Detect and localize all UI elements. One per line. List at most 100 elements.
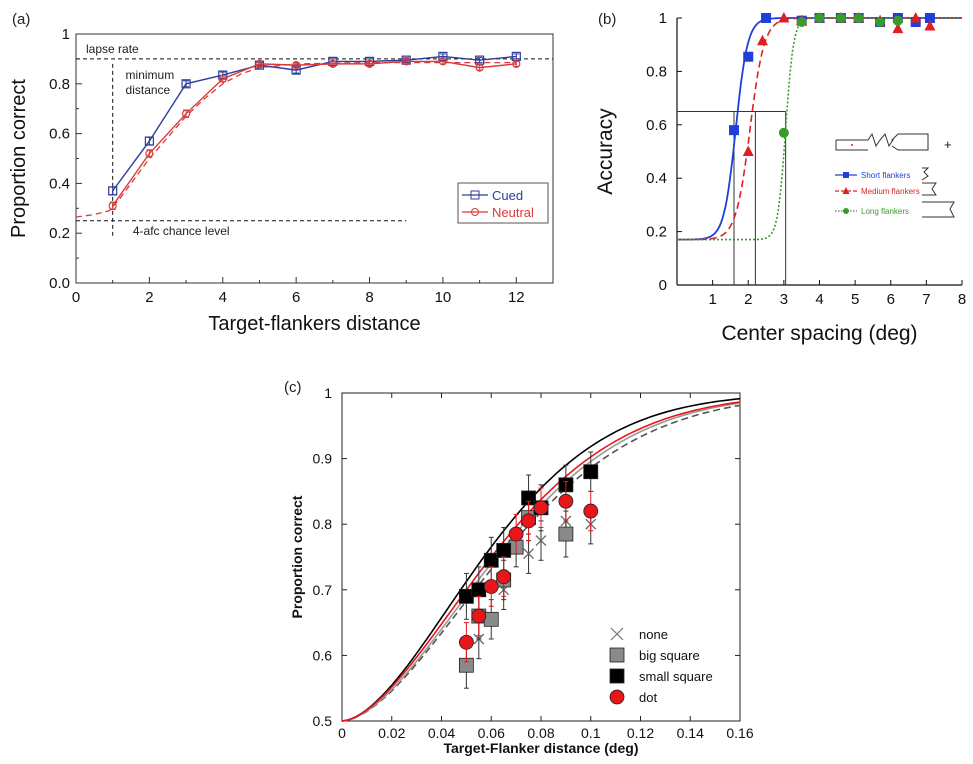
flanker-glyph bbox=[921, 167, 930, 181]
neutral-series-line bbox=[112, 60, 517, 207]
fit-curve-long-flankers bbox=[677, 17, 962, 241]
fit-curve-medium-flankers bbox=[677, 17, 962, 241]
medium-flankers-point bbox=[892, 22, 904, 34]
panel-a-marks bbox=[75, 51, 521, 218]
y-tick-label: 0.8 bbox=[646, 63, 667, 80]
x-tick-label: 0.08 bbox=[527, 725, 554, 741]
x-tick-label: 1 bbox=[708, 291, 716, 308]
short-flankers-point bbox=[743, 51, 754, 62]
y-tick-label: 0.9 bbox=[313, 451, 333, 467]
lapse-rate-label: lapse rate bbox=[86, 42, 139, 56]
neutral-point bbox=[402, 57, 411, 66]
panel-c-ticks: 0 0.02 0.04 0.06 0.08 0.1 0.12 0.14 0.16 0.5 0.6 0.… bbox=[313, 385, 754, 741]
x-tick-label: 0.04 bbox=[428, 725, 455, 741]
panel-b-axes bbox=[676, 18, 962, 286]
panel-b-label: (b) bbox=[598, 11, 616, 28]
neutral-point bbox=[438, 57, 448, 66]
x-tick-label: 6 bbox=[292, 289, 300, 306]
y-tick-label: 1 bbox=[62, 26, 70, 43]
long-flankers-point bbox=[814, 13, 825, 23]
panel-c-label: (c) bbox=[284, 379, 302, 396]
big-square-point bbox=[558, 526, 574, 542]
small-square-point bbox=[583, 464, 599, 480]
legend-entry-neutral: Neutral bbox=[492, 205, 534, 220]
x-tick-label: 2 bbox=[744, 291, 752, 308]
panel-a-ticks: 0 2 4 6 8 10 12 0.0 0.2 0.4 0.6 0.8 1 bbox=[49, 26, 554, 306]
fixation-plus-glyph: + bbox=[944, 137, 952, 152]
neutral-point bbox=[292, 61, 301, 70]
x-tick-label: 10 bbox=[435, 289, 452, 306]
x-tick-label: 12 bbox=[508, 289, 525, 306]
panel-b: (b) 1 2 3 4 5 6 7 8 0 0.2 0.4 0.6 0.8 1 Short flanker… bbox=[594, 10, 966, 345]
long-flankers-point bbox=[875, 17, 886, 28]
panel-b-legend: Short flankers Medium flankers Long flan… bbox=[835, 132, 955, 218]
y-tick-label: 0.2 bbox=[646, 224, 667, 241]
flanker-glyph bbox=[922, 182, 937, 196]
fit-curve-short-flankers bbox=[677, 17, 962, 241]
medium-flankers-point bbox=[778, 12, 790, 23]
y-tick-label: 0.8 bbox=[49, 76, 70, 93]
x-tick-label: 0 bbox=[72, 289, 80, 306]
neutral-point bbox=[255, 59, 264, 68]
y-tick-label: 1 bbox=[324, 385, 332, 401]
x-tick-label: 5 bbox=[851, 291, 859, 308]
short-flankers-point bbox=[761, 13, 772, 23]
long-flankers-point bbox=[835, 13, 846, 23]
flanker-glyph bbox=[922, 201, 955, 218]
long-flankers-point bbox=[853, 13, 864, 23]
short-flankers-point bbox=[729, 125, 739, 136]
legend-marker bbox=[609, 689, 625, 705]
panel-a: (a) 0 2 4 6 8 10 12 0.0 0.2 0.4 0.6 0.8 1 lapse rate… bbox=[8, 11, 554, 335]
x-tick-label: 0.06 bbox=[478, 725, 505, 741]
legend-entry-none: none bbox=[639, 627, 668, 642]
neutral-point bbox=[365, 59, 374, 68]
min-distance-label-line2: distance bbox=[126, 83, 171, 97]
panel-b-marks bbox=[677, 12, 962, 285]
y-tick-label: 0.8 bbox=[313, 516, 333, 532]
dot-point bbox=[458, 634, 474, 650]
y-tick-label: 0.0 bbox=[49, 275, 70, 292]
panel-c-marks bbox=[458, 451, 599, 689]
neutral-point bbox=[108, 201, 117, 210]
x-tick-label: 0.02 bbox=[378, 725, 405, 741]
legend-marker bbox=[609, 647, 625, 663]
legend-box bbox=[457, 182, 549, 224]
panel-a-label: (a) bbox=[12, 11, 30, 28]
x-tick-label: 0.1 bbox=[581, 725, 601, 741]
legend-entry-small-square: small square bbox=[639, 669, 713, 684]
panel-c-legend: none big square small square dot bbox=[609, 627, 713, 705]
panel-c-x-axis-label: Target-Flanker distance (deg) bbox=[443, 740, 638, 756]
medium-flankers-point bbox=[910, 12, 922, 23]
medium-flankers-point bbox=[924, 20, 936, 31]
neutral-point bbox=[475, 63, 484, 72]
long-flankers-point bbox=[778, 127, 789, 138]
x-tick-label: 0.16 bbox=[726, 725, 753, 741]
dot-point bbox=[533, 500, 549, 516]
small-square-point bbox=[496, 543, 512, 558]
medium-flankers-point bbox=[757, 34, 768, 46]
chance-level-label: 4-afc chance level bbox=[133, 224, 230, 238]
x-tick-label: 3 bbox=[780, 291, 788, 308]
panel-b-y-axis-label: Accuracy bbox=[594, 108, 617, 195]
dot-point bbox=[508, 526, 524, 542]
y-tick-label: 0.2 bbox=[49, 225, 70, 242]
small-square-point bbox=[471, 582, 487, 598]
x-tick-label: 0 bbox=[338, 725, 346, 741]
cued-point bbox=[181, 79, 191, 89]
x-tick-label: 0.14 bbox=[677, 725, 704, 741]
dot-point bbox=[558, 493, 574, 509]
dot-point bbox=[471, 608, 487, 624]
legend-marker bbox=[609, 668, 625, 684]
y-tick-label: 0.4 bbox=[646, 170, 667, 187]
legend-marker bbox=[471, 208, 479, 216]
neutral-point bbox=[181, 109, 191, 118]
small-square-point bbox=[483, 552, 499, 568]
big-square-point bbox=[483, 611, 499, 627]
none-point bbox=[523, 548, 535, 560]
legend-entry-medium-flankers: Medium flankers bbox=[861, 187, 920, 196]
dot-point bbox=[496, 569, 512, 585]
y-tick-label: 1 bbox=[659, 10, 667, 27]
panel-a-y-axis-label: Proportion correct bbox=[8, 79, 30, 238]
y-tick-label: 0.6 bbox=[646, 117, 667, 134]
